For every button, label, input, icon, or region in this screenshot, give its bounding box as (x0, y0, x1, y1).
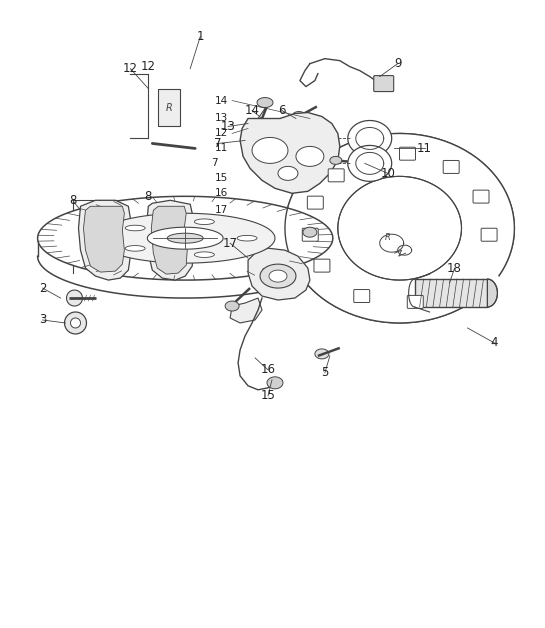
Text: 3: 3 (39, 313, 46, 327)
Polygon shape (95, 214, 275, 263)
Polygon shape (348, 146, 392, 181)
Polygon shape (125, 225, 145, 231)
Text: 14: 14 (245, 104, 259, 117)
Text: 12: 12 (141, 60, 156, 73)
FancyBboxPatch shape (307, 196, 323, 209)
Polygon shape (269, 270, 287, 282)
Polygon shape (348, 121, 392, 156)
Text: 15: 15 (215, 173, 228, 183)
Polygon shape (248, 248, 310, 300)
Text: 1: 1 (196, 30, 204, 43)
Text: 8: 8 (69, 194, 76, 207)
FancyBboxPatch shape (443, 161, 459, 173)
Text: 9: 9 (394, 57, 402, 70)
Text: 7: 7 (214, 137, 222, 150)
FancyBboxPatch shape (328, 169, 344, 181)
Polygon shape (487, 279, 498, 307)
Polygon shape (195, 219, 214, 225)
Text: R: R (165, 102, 172, 112)
Text: 12: 12 (123, 62, 138, 75)
Polygon shape (167, 233, 203, 243)
Text: 17: 17 (222, 237, 238, 250)
Text: 4: 4 (490, 337, 498, 349)
Text: 13: 13 (215, 114, 228, 124)
FancyBboxPatch shape (361, 151, 377, 165)
Polygon shape (285, 134, 514, 323)
Polygon shape (78, 200, 130, 280)
FancyBboxPatch shape (407, 295, 423, 308)
Polygon shape (147, 227, 223, 249)
Text: 11: 11 (215, 143, 228, 153)
Polygon shape (225, 301, 239, 311)
Text: 6: 6 (278, 104, 286, 117)
FancyBboxPatch shape (302, 228, 318, 241)
FancyBboxPatch shape (415, 279, 487, 307)
Polygon shape (230, 298, 262, 323)
Text: 2: 2 (39, 281, 46, 295)
Text: R: R (385, 233, 391, 242)
Polygon shape (338, 176, 462, 280)
FancyBboxPatch shape (158, 89, 180, 126)
Polygon shape (296, 146, 324, 166)
Polygon shape (70, 318, 81, 328)
Polygon shape (260, 264, 296, 288)
Polygon shape (125, 246, 145, 251)
Polygon shape (195, 252, 214, 257)
Polygon shape (257, 97, 273, 107)
Polygon shape (330, 156, 342, 165)
Polygon shape (152, 206, 187, 274)
Polygon shape (292, 112, 306, 121)
FancyBboxPatch shape (399, 147, 415, 160)
Text: 15: 15 (261, 389, 275, 403)
FancyBboxPatch shape (374, 75, 393, 92)
Polygon shape (252, 138, 288, 163)
Text: 5: 5 (321, 366, 329, 379)
Text: 16: 16 (215, 188, 228, 198)
Polygon shape (237, 236, 257, 241)
Polygon shape (83, 206, 124, 272)
FancyBboxPatch shape (473, 190, 489, 203)
Polygon shape (38, 197, 333, 280)
Text: 7: 7 (211, 158, 218, 168)
Polygon shape (303, 227, 317, 237)
FancyBboxPatch shape (354, 290, 370, 303)
Text: 10: 10 (380, 167, 395, 180)
FancyBboxPatch shape (314, 259, 330, 272)
Text: 14: 14 (215, 95, 228, 106)
Text: 17: 17 (215, 205, 228, 215)
Polygon shape (315, 349, 329, 359)
Text: 16: 16 (261, 364, 276, 376)
FancyBboxPatch shape (481, 228, 497, 241)
Text: 18: 18 (447, 262, 462, 274)
Text: 12: 12 (215, 129, 228, 138)
Text: 8: 8 (144, 190, 152, 203)
Polygon shape (278, 166, 298, 180)
Text: 13: 13 (221, 120, 235, 133)
Polygon shape (240, 112, 340, 193)
Polygon shape (267, 377, 283, 389)
Polygon shape (146, 200, 193, 280)
Polygon shape (64, 312, 87, 334)
Text: 11: 11 (417, 142, 432, 155)
Polygon shape (66, 290, 82, 306)
